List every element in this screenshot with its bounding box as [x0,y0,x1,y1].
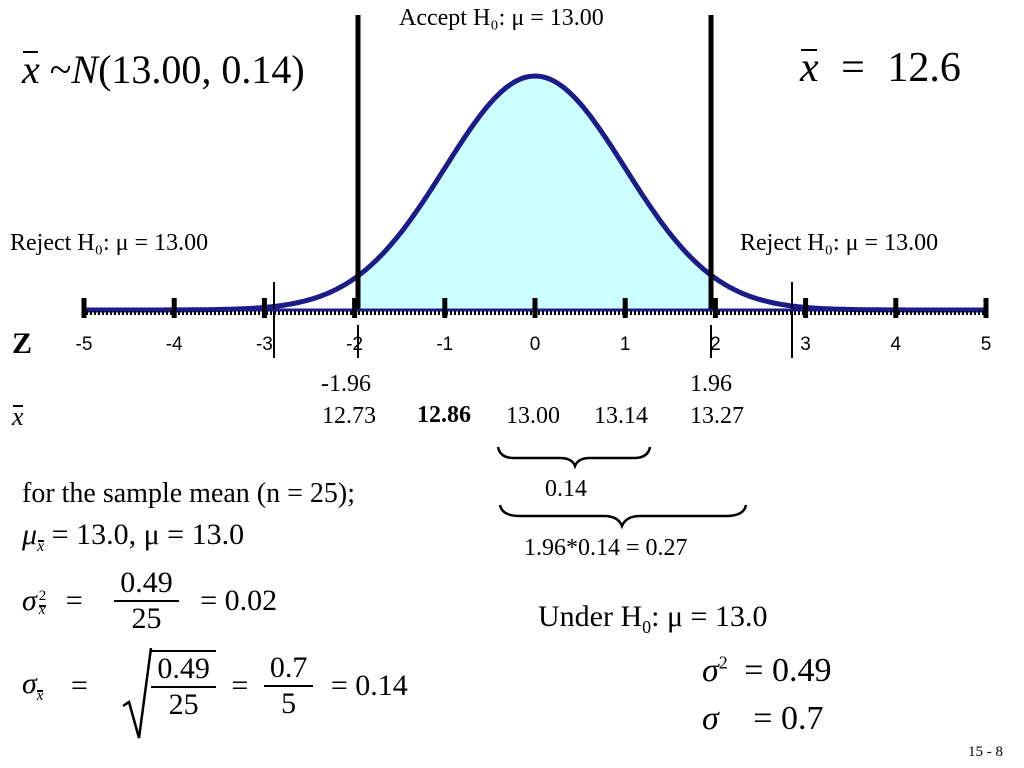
z-tick-label: 5 [981,334,992,355]
mu-formula: μx = 13.0, μ = 13.0 [22,518,245,555]
distribution-args: (13.00, 0.14) [98,47,305,92]
distribution-label: x ~N(13.00, 0.14) [22,47,305,92]
z-tick-label: -2 [346,334,363,355]
xbar-value-4: 13.14 [594,403,648,429]
null-hypothesis-sd: σ = 0.7 [702,700,824,737]
z-tick-label: 4 [891,334,902,355]
sd-fraction: 0.7 5 [263,651,314,721]
sample-note: for the sample mean (n = 25); [22,478,356,509]
sd-formula: σx = 0.49 25 = 0.7 5 = 0.14 [22,647,408,750]
z-tick-label: 0 [530,334,541,355]
null-hypothesis-variance: σ2 = 0.49 [702,652,832,689]
reject-region-left-label: Reject H₀: μ = 13.00 [10,230,209,256]
sqrt-sign [122,647,153,739]
z-tick-label: 2 [710,334,721,355]
z-axis-major-ticks [81,298,989,318]
acceptance-region-fill [358,76,712,310]
page-number: 15 - 8 [968,744,1003,760]
critical-z-left: -1.96 [321,371,371,397]
normal-N: N [71,47,99,92]
z-tick-label: -4 [166,334,183,355]
variance-fraction: 0.49 25 [114,566,179,636]
z-axis-tick-labels: -5 -4 -3 -2 -1 0 1 2 3 4 5 [76,334,992,355]
critical-z-right: 1.96 [690,371,732,397]
xbar-symbol: x [22,47,40,92]
z-tick-label: -1 [436,334,453,355]
xbar-value-1: 12.73 [322,403,376,429]
accept-region-label: Accept H₀: μ = 13.00 [399,5,604,31]
brace-large-label: 1.96*0.14 = 0.27 [524,535,688,561]
xbar-value-5: 13.27 [690,403,744,429]
z-row-label: Z [12,327,33,360]
xbar-value-3: 13.00 [506,403,560,429]
z-tick-label: 3 [800,334,811,355]
xbar-value-observed: 12.86 [417,402,471,428]
xbar-row-label: x [12,402,24,431]
z-tick-label: 1 [620,334,631,355]
z-tick-label: -5 [76,334,93,355]
null-hypothesis-mu: Under H0: μ = 13.0 [538,600,768,637]
z-tick-label: -3 [256,334,273,355]
observed-mean: x = 12.6 [800,45,961,91]
reject-region-right-label: Reject H₀: μ = 13.00 [740,230,939,256]
brace-large [498,504,748,530]
brace-small-label: 0.14 [545,476,587,502]
observed-mean-value: 12.6 [887,45,961,91]
brace-small [496,446,652,470]
sqrt-expression: 0.49 25 [121,647,216,739]
